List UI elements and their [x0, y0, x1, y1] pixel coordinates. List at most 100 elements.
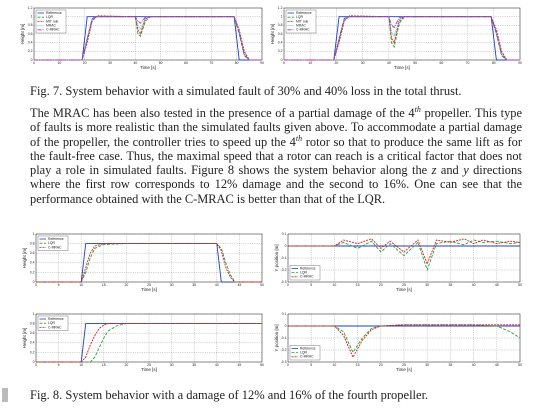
x-tick-label: 50: [518, 363, 522, 367]
text: directions where the first row correspon…: [30, 163, 522, 206]
legend-box: [37, 315, 69, 331]
figure-caption: Fig. 8. System behavior with a damage of…: [30, 388, 429, 402]
x-tick-label: 0: [283, 61, 285, 65]
x-tick-label: 10: [333, 283, 337, 287]
superscript: th: [414, 104, 421, 114]
legend-label: C-MRAC: [48, 325, 62, 329]
x-tick-label: 40: [133, 61, 137, 65]
x-tick-label: 30: [170, 363, 174, 367]
y-tick-label: 0.1: [282, 232, 287, 236]
x-tick-label: 10: [79, 363, 83, 367]
y-tick-label: 1: [31, 15, 33, 19]
x-axis-label: Time [s]: [396, 287, 412, 292]
legend-label: LQR: [48, 321, 56, 325]
y-tick-label: 0.6: [28, 32, 33, 36]
y-tick-label: -0.3: [281, 280, 287, 284]
y-tick-label: 0.8: [28, 23, 33, 27]
x-tick-label: 30: [361, 61, 365, 65]
y-tick-label: 1: [33, 312, 35, 316]
x-tick-label: 10: [57, 61, 61, 65]
series-line: [288, 324, 520, 359]
legend-label: LQR: [300, 270, 308, 274]
x-tick-label: 25: [402, 283, 406, 287]
text: and: [436, 163, 464, 178]
legend-box: [285, 9, 317, 34]
legend-box: [289, 265, 321, 281]
x-tick-label: 5: [58, 363, 60, 367]
plot-frame: [287, 233, 521, 283]
y-axis-label: Y position [m]: [274, 244, 279, 271]
superscript: th: [295, 133, 303, 143]
x-tick-label: 45: [238, 363, 242, 367]
legend-label: C-MRAC: [300, 275, 314, 279]
y-tick-label: 0.2: [278, 49, 283, 53]
y-tick-label: 0.8: [278, 23, 283, 27]
legend-label: MIT rule: [296, 19, 308, 23]
y-tick-label: -0.1: [281, 336, 287, 340]
x-tick-label: 30: [425, 283, 429, 287]
x-tick-label: 35: [192, 363, 196, 367]
legend-label: LQR: [296, 15, 304, 19]
series-line: [36, 243, 262, 283]
y-tick-label: 0.2: [28, 49, 33, 53]
y-tick-label: 0.1: [282, 312, 287, 316]
y-axis-label: Height [m]: [20, 24, 25, 45]
x-tick-label: 25: [147, 363, 151, 367]
x-tick-label: 60: [184, 61, 188, 65]
series-line: [34, 16, 262, 61]
x-tick-label: 35: [192, 283, 196, 287]
y-tick-label: -0.1: [281, 256, 287, 260]
x-tick-label: 80: [235, 61, 239, 65]
series-line: [284, 15, 520, 61]
y-tick-label: 0.4: [30, 341, 35, 345]
legend-label: MRAC: [46, 23, 57, 27]
legend-box: [35, 9, 67, 34]
plot-frame: [33, 7, 263, 61]
legend-label: Reference: [296, 11, 312, 15]
text: rotor so that to produce the same lift a…: [30, 134, 522, 178]
x-tick-label: 50: [413, 61, 417, 65]
x-tick-label: 35: [449, 283, 453, 287]
legend-label: C-MRAC: [46, 28, 60, 32]
series-line: [284, 16, 520, 61]
legend-label: Reference: [46, 11, 62, 15]
legend-label: LQR: [300, 350, 308, 354]
y-tick-label: 0: [281, 58, 283, 62]
legend-label: Reference: [300, 266, 316, 270]
x-axis-label: Time [s]: [394, 65, 410, 70]
x-tick-label: 10: [333, 363, 337, 367]
plot-frame: [283, 7, 521, 61]
x-tick-label: 25: [147, 283, 151, 287]
x-tick-label: 45: [495, 283, 499, 287]
x-axis-label: Time [s]: [141, 367, 157, 372]
y-tick-label: -0.3: [281, 360, 287, 364]
series-line: [288, 239, 521, 272]
x-tick-label: 35: [449, 363, 453, 367]
x-tick-label: 5: [58, 283, 60, 287]
y-axis-label: Height [m]: [22, 328, 27, 349]
x-tick-label: 70: [466, 61, 470, 65]
x-tick-label: 40: [387, 61, 391, 65]
x-tick-label: 40: [215, 283, 219, 287]
legend-label: MIT rule: [46, 19, 58, 23]
x-tick-label: 20: [125, 283, 129, 287]
x-tick-label: 0: [287, 363, 289, 367]
series-line: [34, 16, 262, 61]
y-tick-label: 0: [285, 324, 287, 328]
legend-label: Reference: [300, 346, 316, 350]
italic: z: [431, 163, 437, 178]
y-tick-label: 0.2: [30, 350, 35, 354]
x-tick-label: 60: [439, 61, 443, 65]
legend-label: MRAC: [296, 23, 307, 27]
y-tick-label: 0: [33, 280, 35, 284]
series-line: [284, 16, 520, 61]
x-tick-label: 5: [310, 363, 312, 367]
x-tick-label: 15: [356, 363, 360, 367]
figure-caption: Fig. 7. System behavior with a simulated…: [30, 84, 462, 98]
legend-label: Reference: [48, 237, 64, 241]
